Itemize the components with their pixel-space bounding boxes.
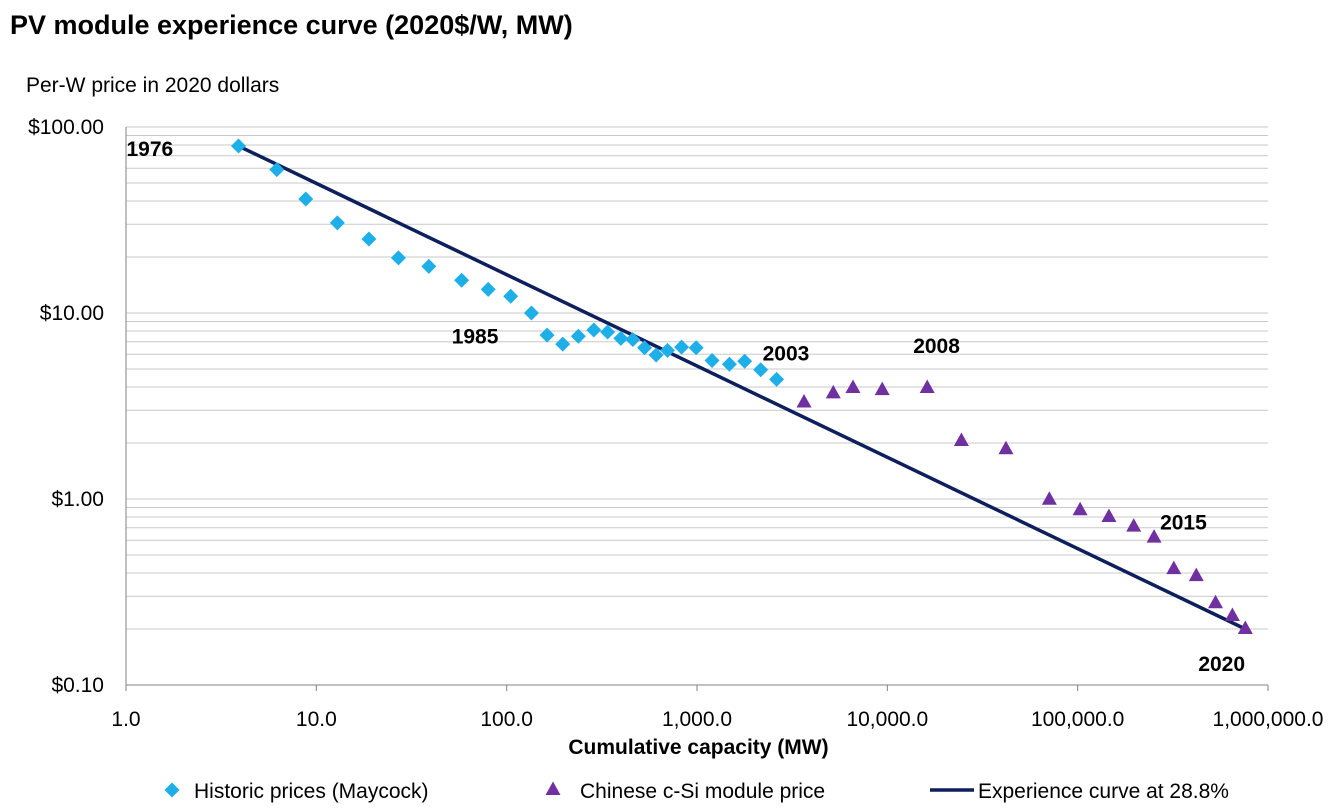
maycock-price-point bbox=[674, 339, 690, 355]
y-tick-label: $100.00 bbox=[28, 116, 104, 139]
x-axis-label: Cumulative capacity (MW) bbox=[568, 736, 829, 759]
maycock-price-point bbox=[737, 353, 753, 369]
chinese-price-point bbox=[1146, 529, 1162, 543]
maycock-price-point bbox=[269, 162, 285, 178]
year-annotations: 1976 1985 2003 2008 2015 2020 bbox=[126, 138, 1245, 676]
maycock-price-point bbox=[454, 272, 470, 288]
maycock-price-point bbox=[390, 250, 406, 266]
maycock-price-point bbox=[637, 340, 653, 356]
year-annotation: 2008 bbox=[913, 335, 960, 358]
y-tick-label: $0.10 bbox=[51, 674, 104, 697]
chinese-price-point bbox=[1126, 518, 1142, 532]
y-tick-label: $1.00 bbox=[51, 488, 104, 511]
legend-label-experience-curve: Experience curve at 28.8% bbox=[978, 780, 1229, 803]
maycock-price-point bbox=[539, 327, 555, 343]
chinese-price-point bbox=[1072, 501, 1088, 516]
maycock-price-point bbox=[503, 288, 519, 304]
maycock-price-point bbox=[555, 336, 571, 352]
chinese-price-point bbox=[1237, 620, 1253, 635]
year-annotation: 2003 bbox=[763, 342, 810, 365]
chinese-price-point bbox=[1101, 508, 1117, 523]
chinese-price-point bbox=[1188, 567, 1204, 582]
data-series bbox=[230, 138, 1253, 635]
y-axis-label: Per-W price in 2020 dollars bbox=[26, 74, 280, 97]
maycock-price-point bbox=[600, 324, 616, 340]
maycock-price-point bbox=[648, 347, 664, 363]
chinese-price-point bbox=[1208, 594, 1224, 609]
maycock-price-point bbox=[625, 332, 641, 348]
x-tick-label: 100,000.0 bbox=[1031, 708, 1124, 731]
chinese-price-point bbox=[796, 394, 812, 408]
chinese-price-point bbox=[1224, 607, 1240, 621]
maycock-price-point bbox=[298, 191, 314, 207]
x-tick-labels: 1.0 10.0 100.0 1,000.0 10,000.0 100,000.0 1,00… bbox=[111, 708, 1323, 731]
maycock-price-point bbox=[769, 371, 785, 387]
x-tick-label: 100.0 bbox=[480, 708, 533, 731]
maycock-price-point bbox=[570, 328, 586, 344]
maycock-price-point bbox=[613, 330, 629, 346]
maycock-price-point bbox=[688, 340, 704, 356]
chinese-price-point bbox=[1041, 491, 1057, 505]
legend-label-maycock: Historic prices (Maycock) bbox=[194, 780, 429, 803]
y-tick-label: $10.00 bbox=[40, 302, 104, 325]
year-annotation: 1976 bbox=[126, 138, 173, 161]
chinese-price-point bbox=[845, 379, 861, 394]
year-annotation: 2015 bbox=[1160, 512, 1207, 535]
year-annotation: 2020 bbox=[1198, 653, 1245, 676]
maycock-price-point bbox=[660, 342, 676, 358]
x-tick-label: 10,000.0 bbox=[846, 708, 928, 731]
legend-label-chinese: Chinese c-Si module price bbox=[580, 780, 825, 803]
gridlines bbox=[126, 126, 1268, 630]
maycock-price-point bbox=[480, 281, 496, 297]
axes bbox=[125, 127, 1269, 691]
chart-title: PV module experience curve (2020$/W, MW) bbox=[10, 10, 573, 40]
legend-diamond-marker bbox=[164, 782, 180, 798]
chinese-price-point bbox=[874, 381, 890, 396]
chinese-price-point bbox=[998, 440, 1014, 455]
chinese-price-point bbox=[919, 379, 935, 394]
maycock-price-point bbox=[753, 362, 769, 378]
chinese-price-point bbox=[1166, 560, 1182, 575]
x-tick-label: 1,000,000.0 bbox=[1213, 708, 1324, 731]
y-tick-labels: $100.00 $10.00 $1.00 $0.10 bbox=[28, 116, 104, 697]
x-tick-label: 1.0 bbox=[111, 708, 140, 731]
chinese-price-point bbox=[825, 384, 841, 399]
legend-triangle-marker bbox=[545, 781, 561, 795]
maycock-price-point bbox=[329, 215, 345, 231]
maycock-price-point bbox=[361, 231, 377, 247]
x-tick-label: 10.0 bbox=[296, 708, 337, 731]
maycock-price-point bbox=[721, 356, 737, 372]
maycock-price-point bbox=[586, 322, 602, 338]
year-annotation: 1985 bbox=[452, 325, 499, 348]
chinese-price-point bbox=[953, 432, 969, 447]
experience-curve-line bbox=[237, 144, 1247, 631]
x-tick-label: 1,000.0 bbox=[662, 708, 732, 731]
maycock-price-point bbox=[421, 258, 437, 274]
maycock-price-point bbox=[704, 353, 720, 369]
maycock-price-point bbox=[230, 138, 246, 154]
maycock-price-point bbox=[523, 305, 539, 321]
legend: Historic prices (Maycock) Chinese c-Si mo… bbox=[164, 780, 1229, 803]
